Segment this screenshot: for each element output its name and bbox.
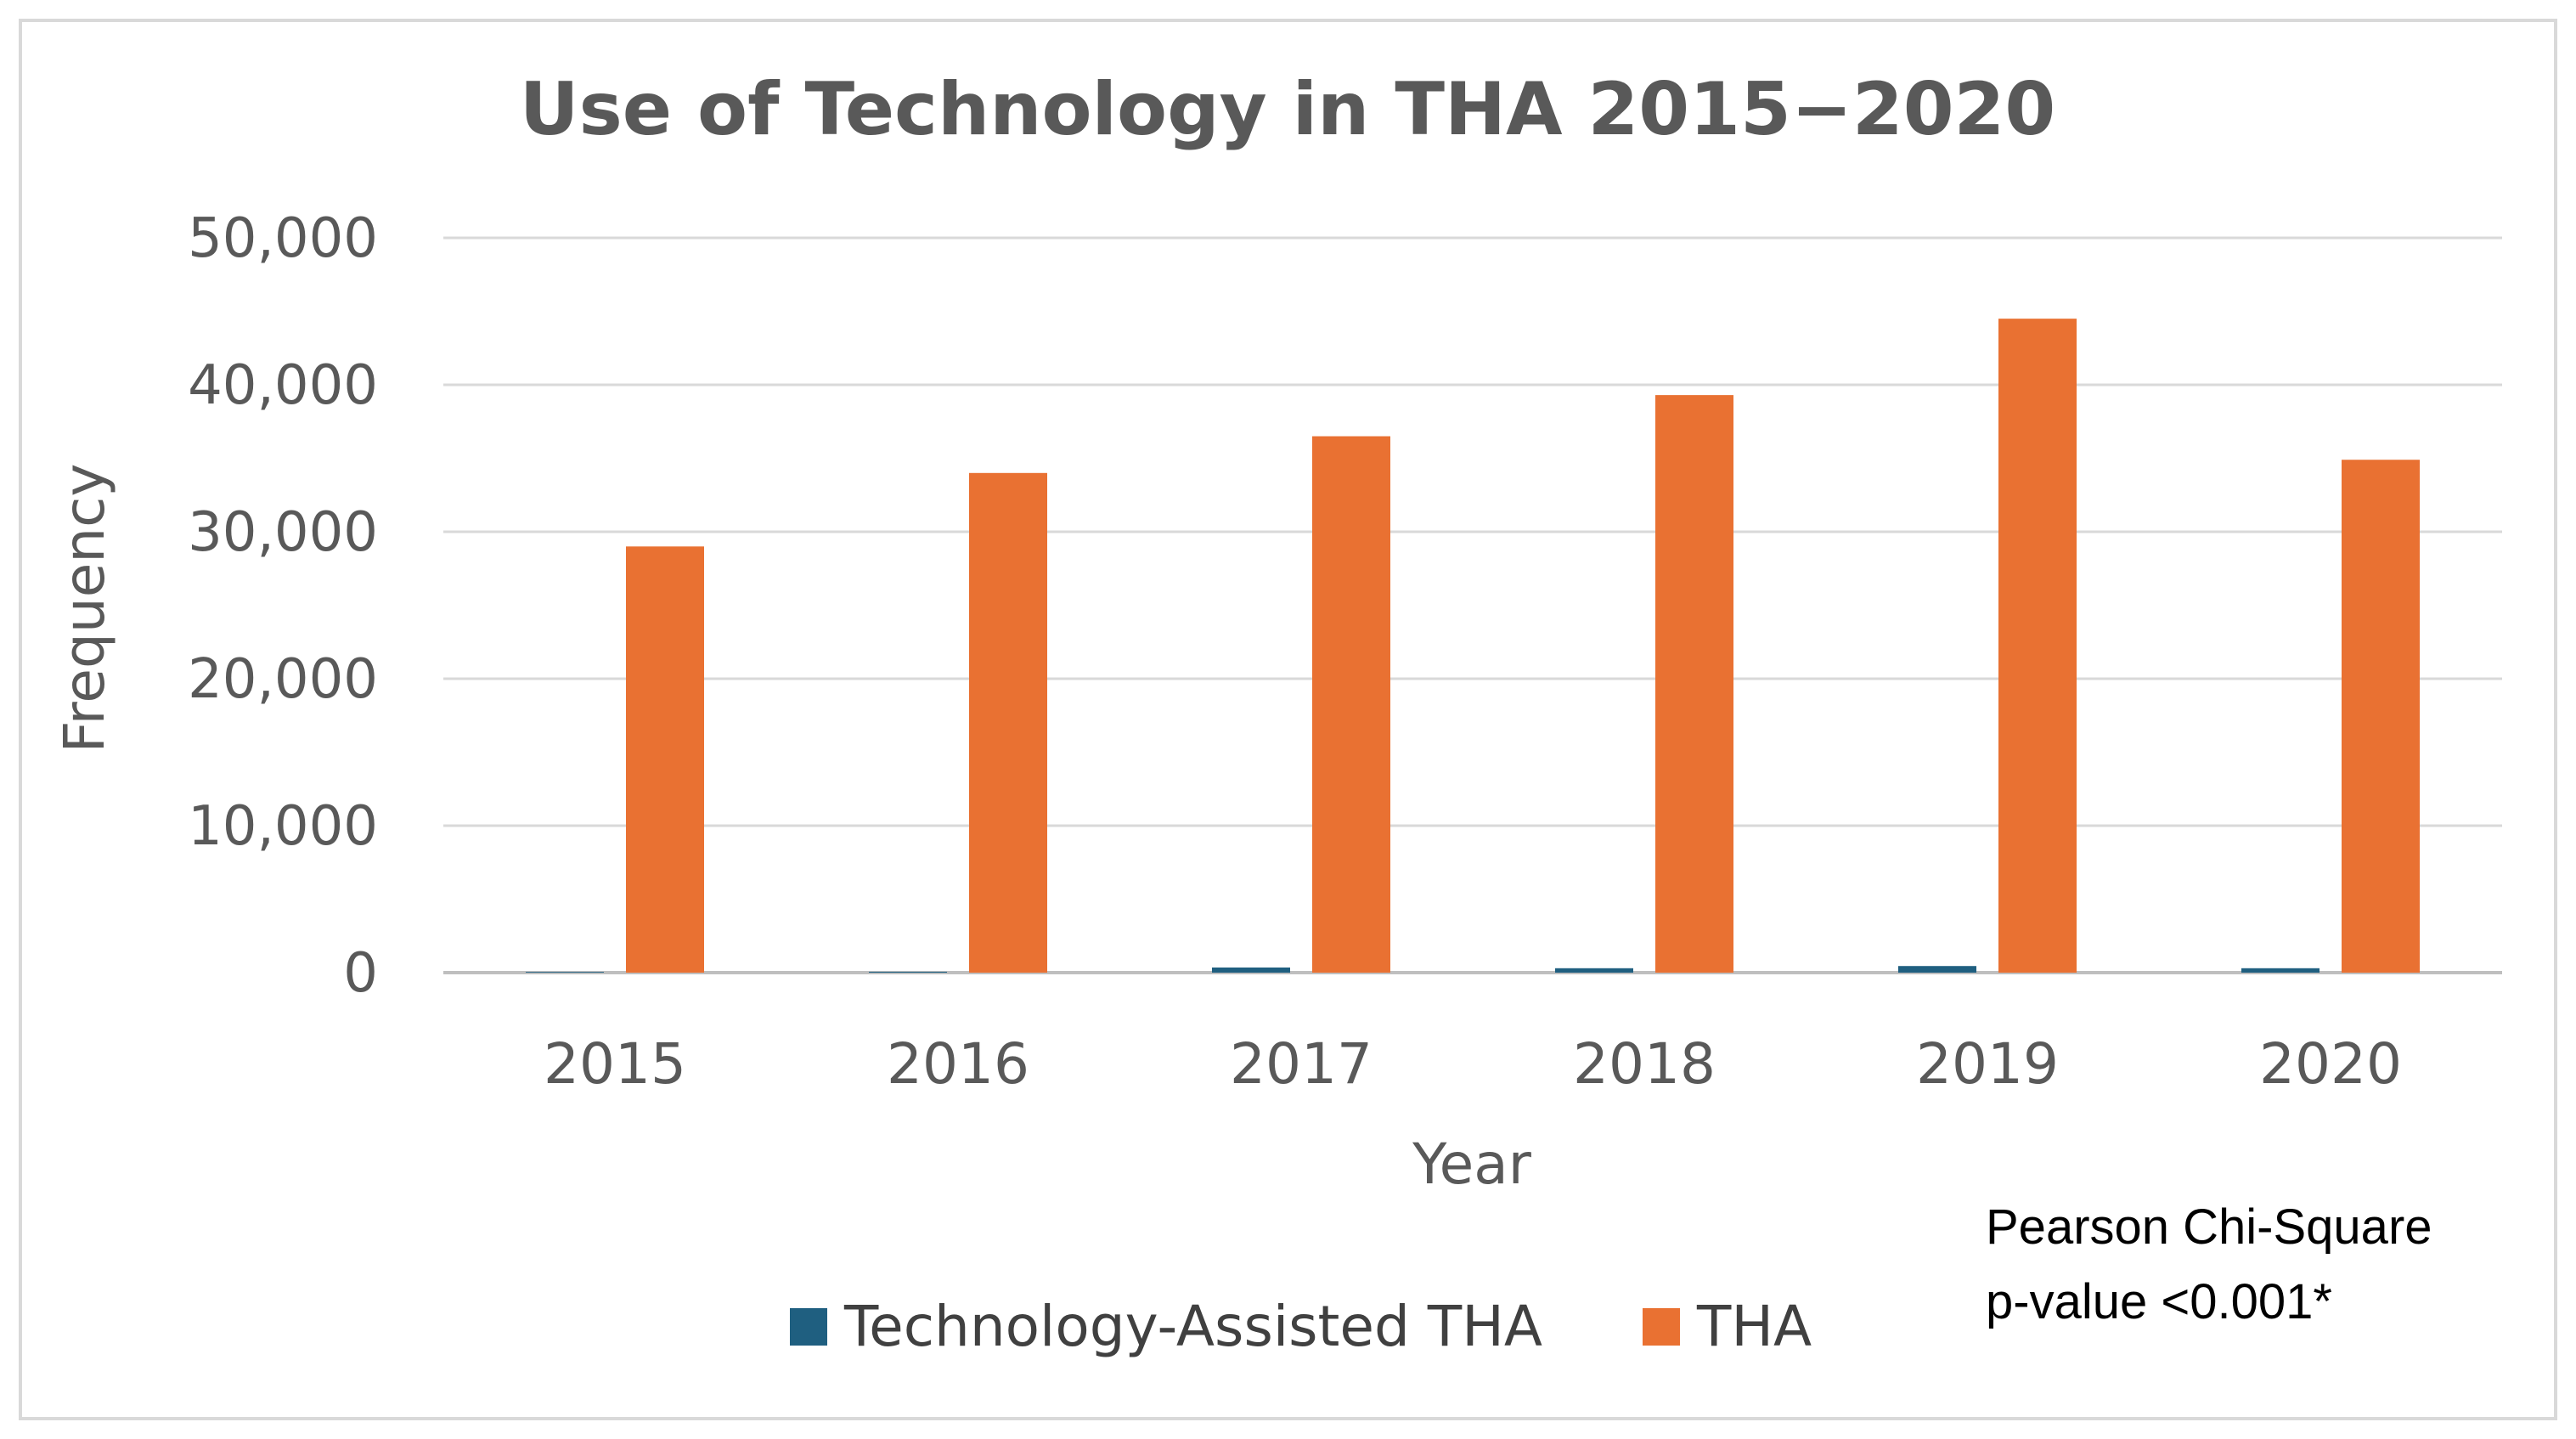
annotation-line-1: Pearson Chi-Square [1986, 1199, 2432, 1255]
x-tick-label: 2015 [544, 1031, 686, 1097]
legend-label-tha: THA [1696, 1294, 1812, 1359]
x-tick-label: 2016 [887, 1031, 1029, 1097]
gridlines [443, 236, 2502, 974]
bar-tha-2018 [1655, 395, 1733, 973]
legend-swatch-technology-assisted-tha [790, 1308, 827, 1346]
bar-technology-assisted-tha-2018 [1555, 968, 1633, 973]
bar-technology-assisted-tha-2020 [2241, 968, 2320, 973]
y-tick-label: 30,000 [188, 501, 378, 564]
bar-technology-assisted-tha-2015 [526, 972, 604, 973]
y-tick-label: 40,000 [188, 354, 378, 417]
bar-technology-assisted-tha-2019 [1898, 966, 1976, 973]
bar-tha-2017 [1312, 436, 1390, 973]
bar-tha-2015 [626, 546, 704, 973]
y-tick-labels: 0 10,000 20,000 30,000 40,000 50,000 [188, 207, 378, 1005]
y-tick-label: 50,000 [188, 207, 378, 270]
x-tick-label: 2017 [1230, 1031, 1373, 1097]
bar-technology-assisted-tha-2017 [1212, 967, 1290, 973]
bar-tha-2019 [1998, 319, 2077, 973]
legend-label-technology-assisted-tha: Technology-Assisted THA [843, 1294, 1542, 1359]
bars [526, 319, 2420, 973]
statistics-annotation: Pearson Chi-Square p-value <0.001* [1986, 1199, 2432, 1329]
y-tick-label: 20,000 [188, 648, 378, 711]
legend-swatch-tha [1643, 1308, 1680, 1346]
x-axis-label: Year [1412, 1131, 1532, 1197]
x-tick-label: 2018 [1573, 1031, 1716, 1097]
y-tick-label: 10,000 [188, 795, 378, 858]
x-tick-labels: 2015 2016 2017 2018 2019 2020 [544, 1031, 2402, 1097]
chart-frame [19, 19, 2557, 1420]
bar-technology-assisted-tha-2016 [869, 971, 947, 973]
bar-tha-2020 [2342, 460, 2420, 973]
y-axis-label: Frequency [52, 464, 117, 753]
legend: Technology-Assisted THA THA [790, 1294, 1812, 1359]
y-tick-label: 0 [343, 942, 378, 1005]
x-tick-label: 2019 [1916, 1031, 2059, 1097]
chart-title: Use of Technology in THA 2015−2020 [520, 67, 2055, 152]
annotation-line-2: p-value <0.001* [1986, 1274, 2332, 1329]
x-tick-label: 2020 [2259, 1031, 2402, 1097]
bar-tha-2016 [969, 472, 1047, 973]
